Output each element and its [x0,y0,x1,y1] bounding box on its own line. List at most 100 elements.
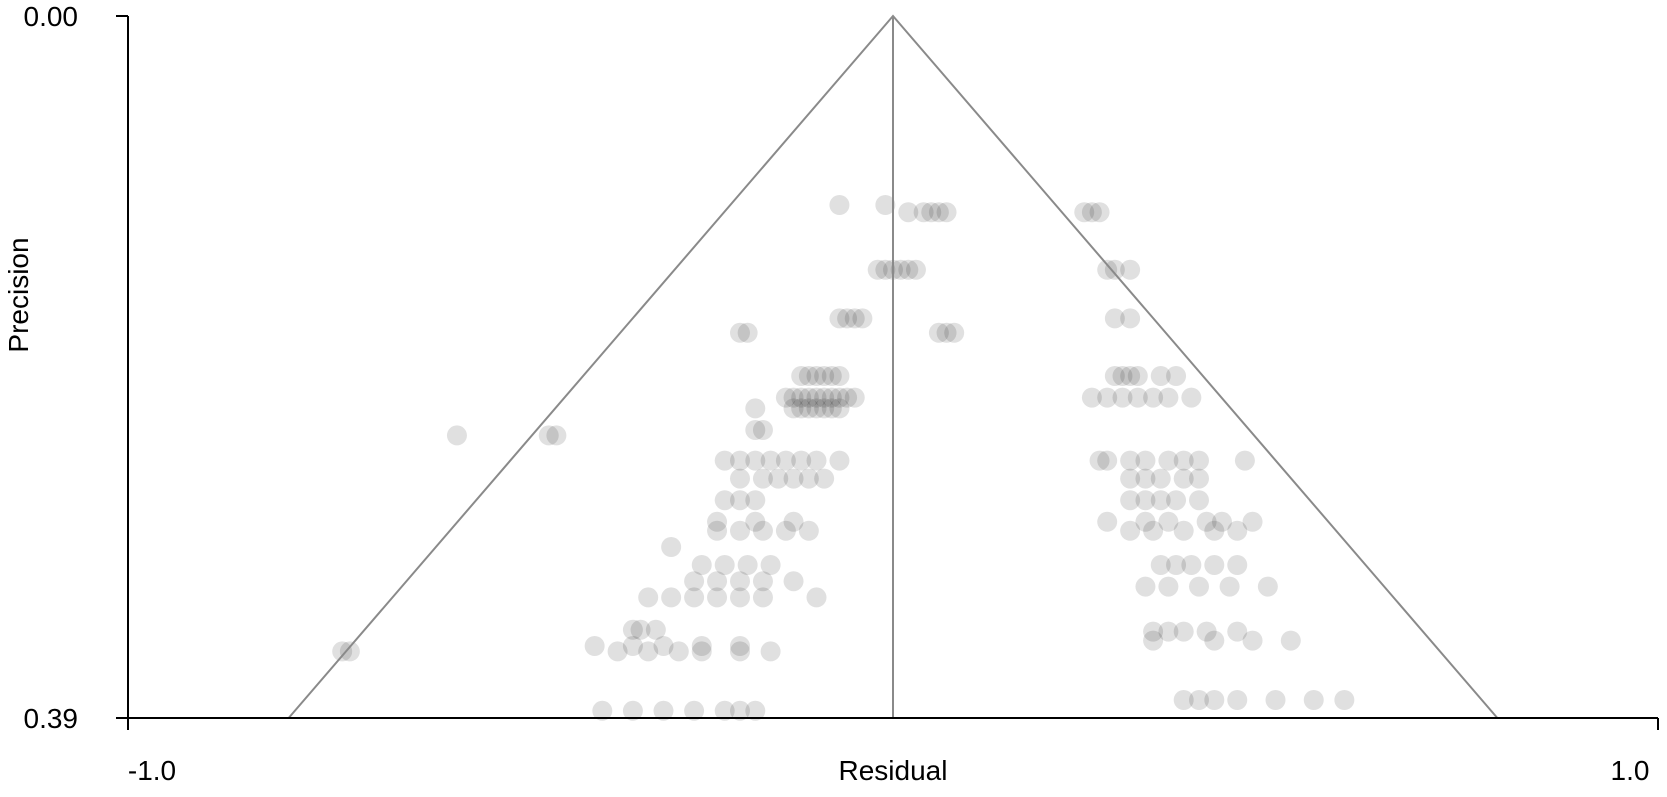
data-point [745,398,766,419]
data-point [1181,555,1202,575]
data-point [1158,450,1179,471]
data-point [1112,387,1133,408]
data-point [1097,387,1118,408]
data-point [1143,621,1164,642]
data-point [898,259,919,280]
data-point [745,450,766,471]
data-point [1173,690,1194,710]
data-point [730,322,750,343]
data-point [1166,366,1187,386]
data-point [538,425,559,446]
data-point [730,700,750,721]
data-point [1135,511,1156,532]
data-point [653,636,674,656]
data-point [730,450,750,471]
data-point [1234,450,1255,471]
data-point [668,641,689,662]
data-point [1143,630,1164,651]
data-point [1150,468,1171,489]
data-point [1104,366,1125,386]
data-point [684,587,705,608]
data-point [821,398,842,419]
data-point [806,587,827,608]
data-point [806,387,827,408]
data-point [1204,555,1225,575]
data-point [905,259,926,280]
data-point [760,641,781,662]
data-point [837,387,858,408]
data-point [1143,520,1164,541]
x-tick-label-right: 1.0 [1611,755,1650,786]
data-point [1120,259,1141,280]
data-point [783,571,804,592]
data-point [1303,690,1324,710]
data-point [1120,308,1141,329]
data-point [783,468,804,489]
data-point [339,641,360,662]
data-point [1089,450,1110,471]
data-point [730,490,750,511]
data-point [1081,202,1102,223]
data-point [1204,630,1225,651]
data-point [852,308,873,329]
data-point [1219,576,1240,597]
data-point [913,202,934,223]
data-point [332,641,353,662]
data-point [814,398,835,419]
data-point [1242,511,1263,532]
data-point [1135,450,1156,471]
data-point [584,636,605,656]
data-point [707,587,728,608]
data-point [1112,366,1133,386]
data-point [1074,202,1095,223]
data-point [638,587,659,608]
data-point [814,468,835,489]
data-point [806,450,827,471]
data-point [1166,555,1187,575]
data-point [730,641,750,662]
data-point [730,520,750,541]
data-point [1135,576,1156,597]
data-point [936,322,957,343]
data-point [829,450,850,471]
data-point [1211,511,1232,532]
data-point [775,387,796,408]
data-point [1135,490,1156,511]
data-point [1181,387,1202,408]
data-point [844,387,865,408]
data-point [661,537,682,557]
data-point [714,490,735,511]
data-point [691,555,712,575]
data-point [798,366,819,386]
data-point [798,520,819,541]
data-point [1158,387,1179,408]
data-point [1280,630,1301,651]
data-point [446,425,467,446]
data-point [1150,490,1171,511]
data-point [1265,690,1286,710]
data-point [1227,621,1248,642]
data-point [752,587,773,608]
y-axis-title: Precision [3,237,34,352]
data-point [622,619,643,640]
data-point [829,366,850,386]
data-point [1150,366,1171,386]
data-point [1158,576,1179,597]
data-point [1120,520,1141,541]
data-point [1081,387,1102,408]
data-point [806,398,827,419]
data-point [783,511,804,532]
data-point [1196,621,1217,642]
data-point [1227,520,1248,541]
data-point [829,308,850,329]
data-point [653,700,674,721]
data-point [607,641,628,662]
data-point [737,322,758,343]
data-point [898,202,919,223]
data-point [730,636,750,656]
data-point [752,520,773,541]
data-point [1097,511,1118,532]
data-point [730,571,750,592]
data-point [752,420,773,440]
data-point [814,387,835,408]
